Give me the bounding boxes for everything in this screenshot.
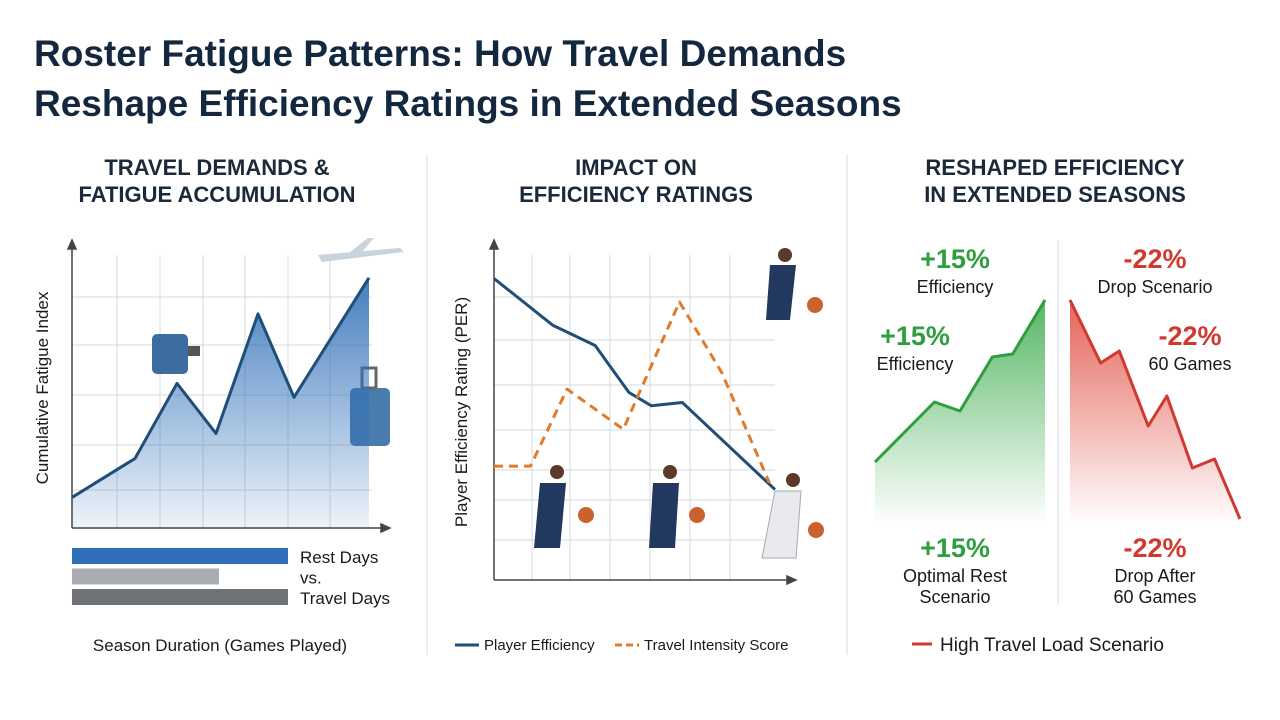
bar-label: Rest Days [300,548,378,567]
annotation-value: -22% [1123,244,1186,274]
panel-heading: IN EXTENDED SEASONS [924,182,1186,207]
panel-heading: FATIGUE ACCUMULATION [78,182,355,207]
line [1068,299,1242,520]
title-line: Roster Fatigue Patterns: How Travel Dema… [34,33,846,74]
annotation-label: 60 Games [1148,354,1231,374]
x-axis-label: Season Duration (Games Played) [93,636,347,655]
legend-label: High Travel Load Scenario [940,635,1164,656]
annotation-value: +15% [920,533,990,563]
bar [72,568,219,585]
bar-label: vs. [300,569,322,588]
annotation-value: -22% [1158,321,1221,351]
annotation-label: Efficiency [877,354,954,374]
illustration [152,238,824,559]
annotation-value: +15% [920,244,990,274]
line [873,299,1047,464]
line [71,277,371,499]
legend-label: Player Efficiency [484,637,595,654]
line [494,300,771,484]
bar-label: Travel Days [300,589,390,608]
legend-label: Travel Intensity Score [644,637,789,654]
annotation-value: +15% [880,321,950,351]
annotation-label: Scenario [919,587,990,607]
panel-heading: EFFICIENCY RATINGS [519,182,753,207]
annotation-label: Drop After [1114,566,1195,586]
annotation-label: Drop Scenario [1097,277,1212,297]
bar [72,589,288,605]
annotation-value: -22% [1123,533,1186,563]
title-line: Reshape Efficiency Ratings in Extended S… [34,83,902,124]
annotation-label: Optimal Rest [903,566,1007,586]
y-axis-label: Cumulative Fatigue Index [33,291,52,484]
line [493,277,777,491]
panel-heading: IMPACT ON [575,155,697,180]
bar [72,548,288,564]
annotation-label: 60 Games [1113,587,1196,607]
panel-heading: RESHAPED EFFICIENCY [925,155,1184,180]
panel-heading: TRAVEL DEMANDS & [104,155,329,180]
annotation-label: Efficiency [917,277,994,297]
y-axis-label: Player Efficiency Rating (PER) [452,297,471,527]
area [72,277,369,528]
